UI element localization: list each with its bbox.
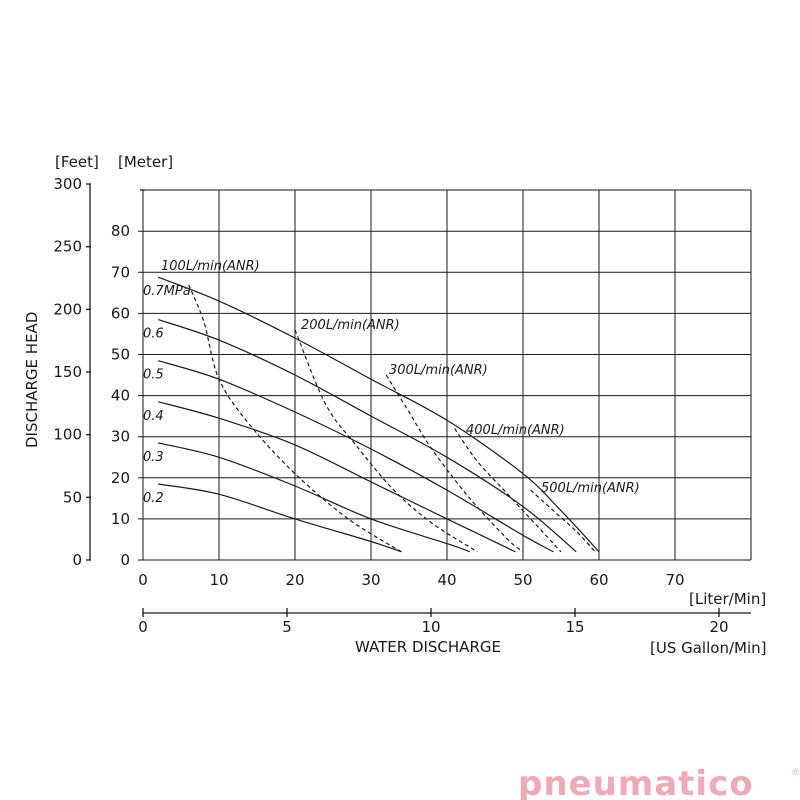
meter-tick-30: 30 [111,428,130,446]
meter-tick-10: 10 [111,510,130,528]
pressure-curve-4 [158,442,471,553]
air-label-3: 400L/min(ANR) [466,423,565,438]
gallon-tick-20: 20 [709,618,728,636]
air-curve-3 [454,428,562,553]
liter-tick-10: 10 [209,571,228,589]
pressure-curve-3 [158,401,516,553]
liter-tick-0: 0 [138,571,148,589]
air-consumption-curves [188,284,596,553]
y-axis-title: DISCHARGE HEAD [23,312,41,448]
pressure-label-1: 0.6 [143,327,164,342]
pressure-label-4: 0.3 [143,450,164,465]
liter-tick-20: 20 [285,571,304,589]
gallon-axis-unit: [US Gallon/Min] [650,639,766,657]
liter-axis-unit: [Liter/Min] [689,590,766,608]
pressure-curve-2 [158,360,554,553]
svg-text:®: ® [791,768,800,778]
feet-axis-unit: [Feet] [55,153,99,171]
svg-text:pneumatico: pneumatico [518,764,754,800]
meter-tick-70: 70 [111,263,130,281]
meter-tick-40: 40 [111,387,130,405]
pressure-curve-5 [158,483,402,553]
feet-tick-150: 150 [53,363,82,381]
air-label-2: 300L/min(ANR) [389,363,488,378]
meter-tick-50: 50 [111,346,130,364]
pressure-label-0: 0.7MPa [143,284,191,299]
pressure-label-3: 0.4 [143,409,164,424]
liter-tick-50: 50 [513,571,532,589]
air-curve-1 [294,329,478,553]
air-curve-0 [188,284,402,553]
feet-tick-300: 300 [53,175,82,193]
air-label-4: 500L/min(ANR) [541,481,640,496]
brand-logo: pneumatico ® [518,764,800,800]
meter-tick-80: 80 [111,222,130,240]
liter-tick-70: 70 [665,571,684,589]
pressure-label-2: 0.5 [143,368,164,383]
gallon-tick-5: 5 [282,618,292,636]
feet-tick-50: 50 [63,488,82,506]
feet-tick-250: 250 [53,238,82,256]
gallon-tick-15: 15 [565,618,584,636]
curve-labels: 0.7MPa 0.6 0.5 0.4 0.3 0.2 100L/min(ANR) 200L/m… [143,259,640,506]
liter-tick-30: 30 [361,571,380,589]
meter-tick-20: 20 [111,469,130,487]
meter-tick-60: 60 [111,304,130,322]
gallon-tick-10: 10 [421,618,440,636]
pressure-curve-1 [158,319,577,553]
grid [86,183,752,617]
feet-tick-100: 100 [53,426,82,444]
feet-tick-200: 200 [53,300,82,318]
pressure-label-5: 0.2 [143,491,164,506]
meter-axis-unit: [Meter] [118,153,173,171]
gallon-tick-0: 0 [138,618,148,636]
air-curve-2 [385,374,524,553]
liter-tick-40: 40 [437,571,456,589]
liter-tick-60: 60 [589,571,608,589]
meter-tick-0: 0 [120,551,130,569]
x-axis-title: WATER DISCHARGE [355,638,501,656]
air-label-0: 100L/min(ANR) [161,259,260,274]
air-label-1: 200L/min(ANR) [301,318,400,333]
air-curve-4 [530,489,596,553]
feet-tick-0: 0 [72,551,82,569]
